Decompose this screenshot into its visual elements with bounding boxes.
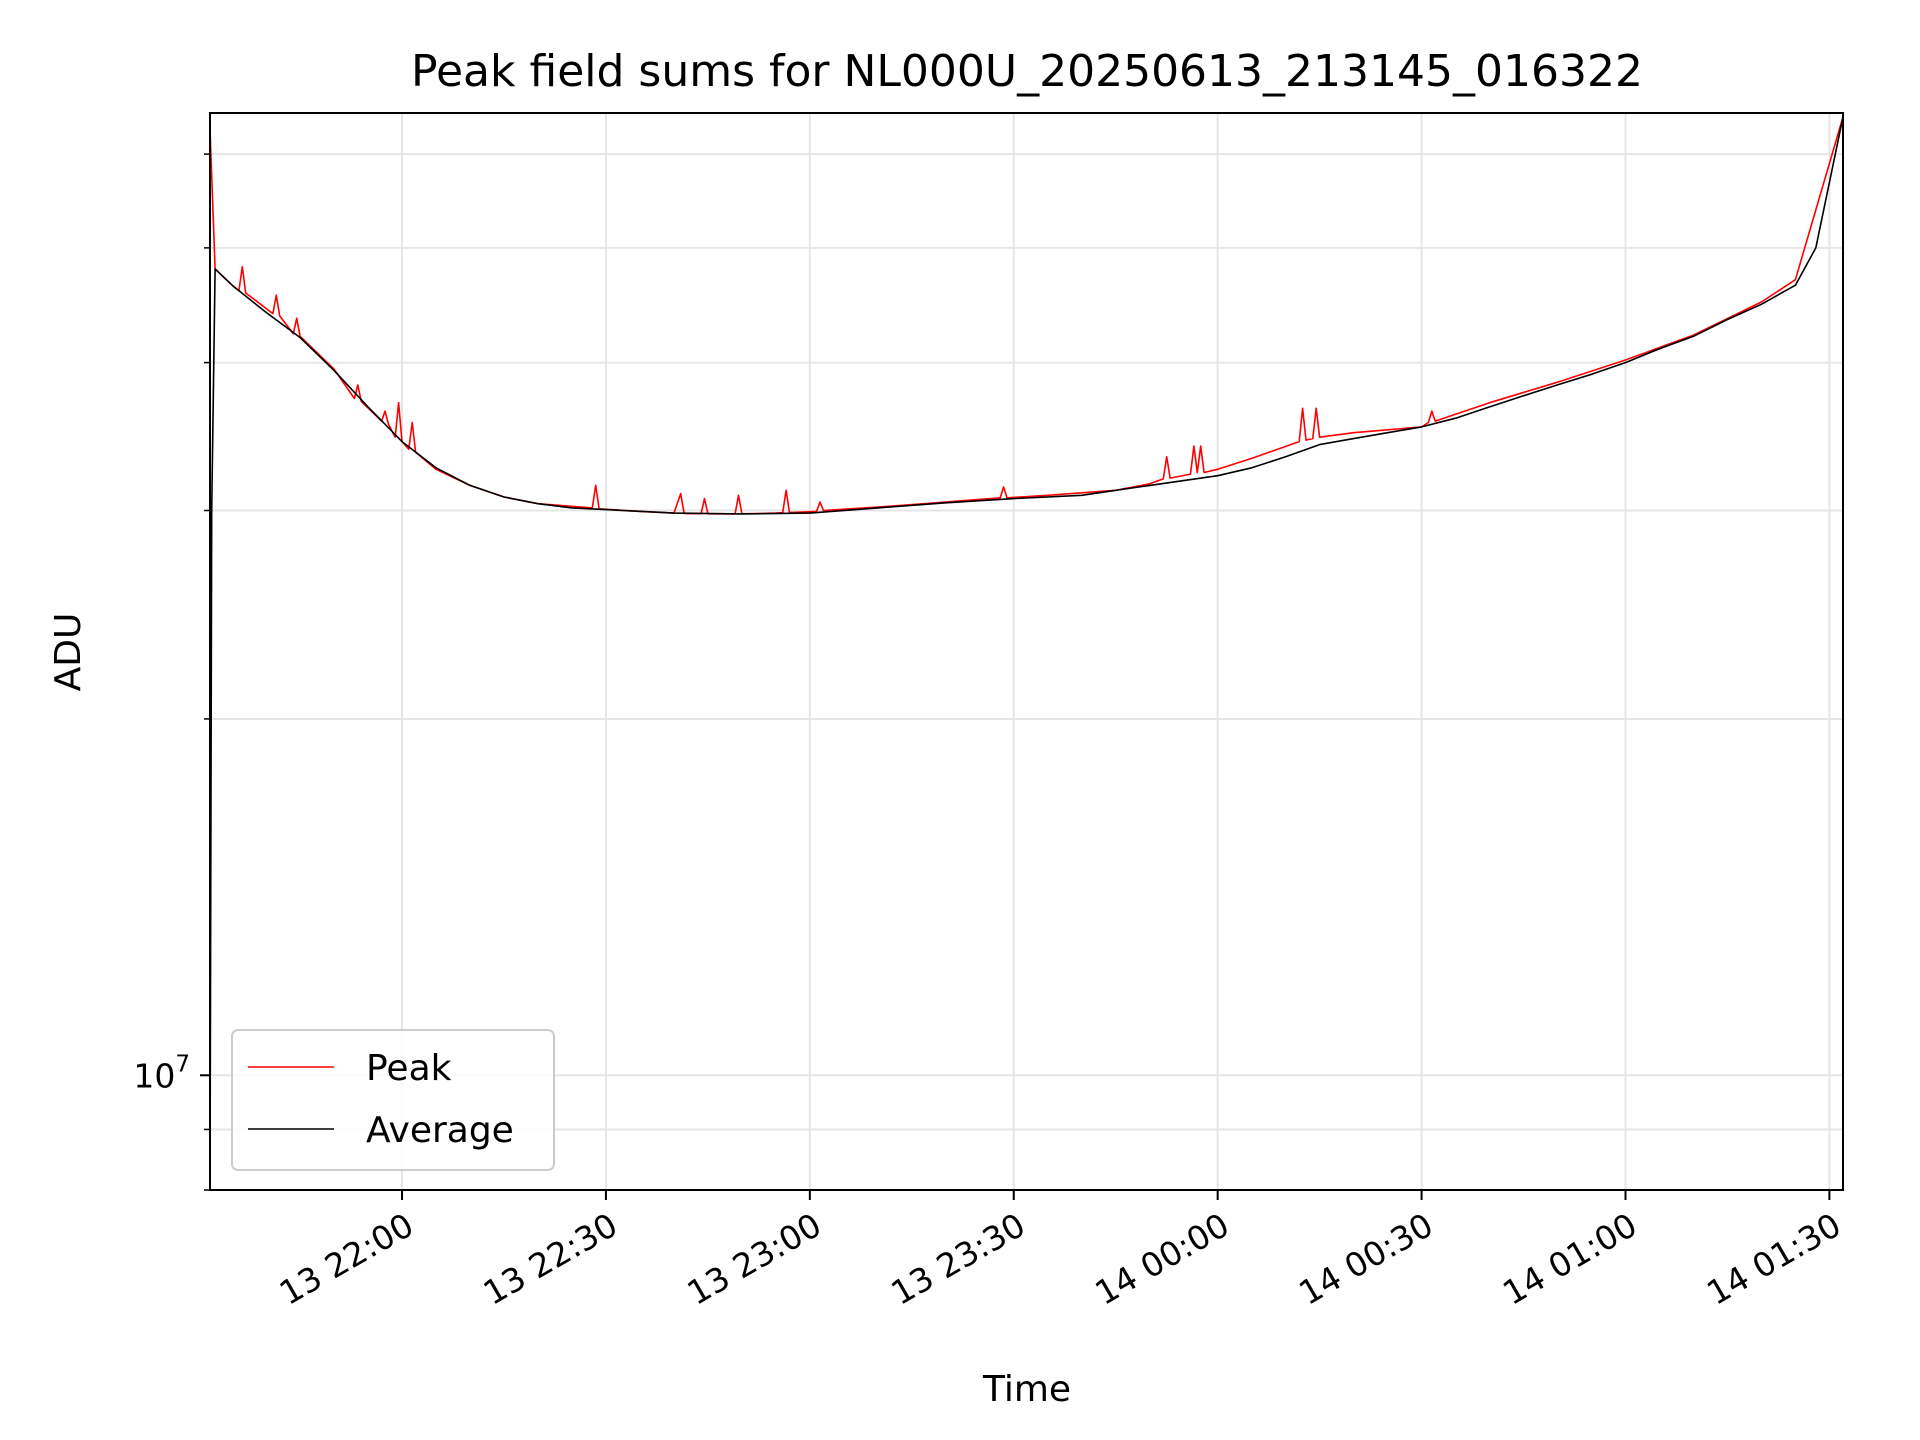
legend-box: [231, 1029, 555, 1171]
y-tick-label-exponent: 7: [175, 1051, 190, 1077]
y-tick-label-base: 10: [133, 1056, 175, 1095]
y-axis-ticks: 107: [133, 153, 210, 1191]
x-axis-label: Time: [982, 1369, 1071, 1410]
legend-label-peak: Peak: [366, 1048, 452, 1089]
plot-frame: [209, 112, 1844, 1191]
legend: Peak Average: [231, 1029, 555, 1171]
y-axis-label: ADU: [48, 613, 89, 692]
y-tick-label: 107: [133, 1051, 190, 1095]
series-lines: [209, 116, 1844, 1191]
legend-label-average: Average: [366, 1110, 514, 1151]
series-line-average: [209, 116, 1844, 1191]
chart-title: Peak field sums for NL000U_20250613_2131…: [411, 46, 1643, 97]
